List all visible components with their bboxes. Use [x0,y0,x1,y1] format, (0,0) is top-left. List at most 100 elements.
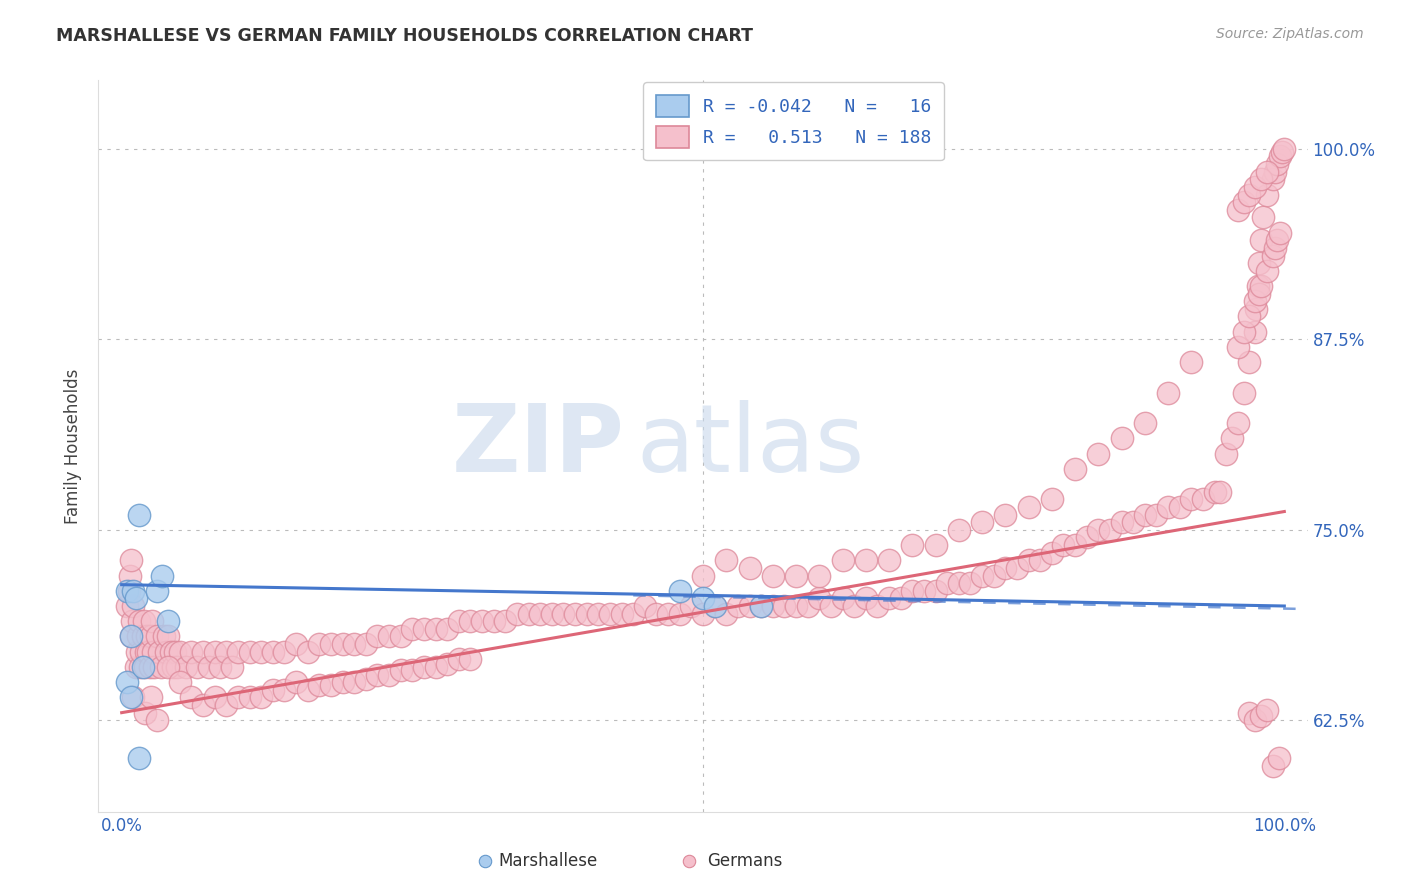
Point [191,698,214,712]
Point [1256,264,1278,278]
Point [1272,142,1295,156]
Point [844,599,866,613]
Point [117,599,139,613]
Point [436,622,458,636]
Point [494,614,516,628]
Point [285,675,308,690]
Legend: R = -0.042   N =   16, R =   0.513   N = 188: R = -0.042 N = 16, R = 0.513 N = 188 [644,82,943,161]
Point [540,607,562,621]
Point [727,599,749,613]
Point [599,607,621,621]
Point [621,607,644,621]
Point [1247,256,1270,270]
Point [121,614,143,628]
Point [877,591,900,606]
Point [471,614,494,628]
Point [120,553,142,567]
Point [285,637,308,651]
Point [139,690,162,705]
Point [716,607,738,621]
Point [994,561,1017,575]
Point [169,645,191,659]
Point [128,751,150,765]
Point [135,645,157,659]
Point [180,690,202,705]
Point [366,667,388,681]
Point [141,614,163,628]
Point [1052,538,1074,552]
Point [831,553,853,567]
Point [131,660,153,674]
Point [118,568,141,582]
Point [716,553,738,567]
Text: ZIP: ZIP [451,400,624,492]
Point [1204,484,1226,499]
Point [166,660,188,674]
Point [138,645,160,659]
Point [1111,515,1133,529]
Point [425,622,447,636]
Point [1220,431,1243,445]
Point [120,630,142,644]
Point [134,706,156,720]
Point [191,645,214,659]
Point [1264,241,1286,255]
Point [877,553,900,567]
Point [1209,484,1232,499]
Point [148,645,170,659]
Point [1040,492,1063,507]
Point [1268,149,1291,163]
Point [138,660,160,674]
Point [165,645,187,659]
Point [1180,355,1202,369]
Point [1215,447,1237,461]
Point [354,672,377,686]
Point [668,583,690,598]
Point [1244,180,1267,194]
Point [1250,233,1272,247]
Point [808,591,831,606]
Point [226,690,249,705]
Point [1250,708,1272,723]
Text: Germans: Germans [707,852,783,870]
Point [1018,553,1040,567]
Point [749,599,772,613]
Point [145,630,167,644]
Point [529,607,551,621]
Point [1239,310,1261,324]
Point [273,682,295,697]
Point [308,678,330,692]
Point [1005,561,1028,575]
Point [1157,500,1180,514]
Point [319,637,342,651]
Point [332,637,354,651]
Point [820,599,842,613]
Point [131,645,153,659]
Point [460,614,482,628]
Point [1226,416,1249,430]
Point [1239,355,1261,369]
Point [155,645,177,659]
Point [124,591,146,606]
Point [970,515,993,529]
Point [425,660,447,674]
Point [703,599,725,613]
Point [297,645,319,659]
Point [122,690,145,705]
Point [1267,751,1289,765]
Point [413,660,436,674]
Point [1267,157,1289,171]
Point [136,630,159,644]
Point [1226,202,1249,217]
Point [692,591,714,606]
Point [482,614,505,628]
Point [129,660,152,674]
Point [855,591,877,606]
Point [738,599,761,613]
Point [773,599,796,613]
Point [1268,226,1291,240]
Point [645,607,668,621]
Text: MARSHALLESE VS GERMAN FAMILY HOUSEHOLDS CORRELATION CHART: MARSHALLESE VS GERMAN FAMILY HOUSEHOLDS … [56,27,754,45]
Point [890,591,912,606]
Point [1261,248,1284,262]
